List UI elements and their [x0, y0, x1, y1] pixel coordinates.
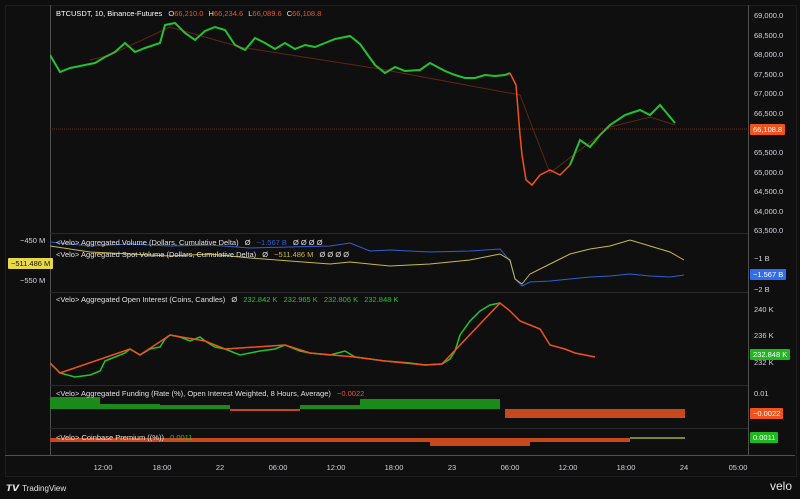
funding-pane[interactable]: <Velo> Aggregated Funding (Rate (%), Ope…: [50, 385, 748, 429]
oi-legend-flag: Ø: [231, 295, 238, 304]
time-tick: 12:00: [326, 463, 346, 472]
open-interest-pane[interactable]: <Velo> Aggregated Open Interest (Coins, …: [50, 291, 748, 386]
price-tick: 67,500.0: [754, 70, 784, 79]
coinbase-bars: [50, 437, 685, 446]
oi-tick: 232 K: [754, 358, 774, 367]
spot-volume-legend-extra: Ø Ø Ø Ø: [319, 250, 350, 259]
price-tick: 63,500.0: [754, 226, 784, 235]
funding-legend-title: <Velo> Aggregated Funding (Rate (%), Ope…: [56, 389, 331, 398]
spot-volume-legend: <Velo> Aggregated Spot Volume (Dollars, …: [56, 250, 349, 259]
coinbase-legend: <Velo> Coinbase Premium ((%)) 0.0011: [56, 433, 192, 442]
chart-frame: [5, 5, 797, 477]
right-price-scale[interactable]: [748, 5, 800, 455]
oi-legend: <Velo> Aggregated Open Interest (Coins, …: [56, 295, 398, 304]
funding-tag: −0.0022: [750, 408, 784, 419]
price-tick: 69,000.0: [754, 11, 784, 20]
spot-volume-legend-title: <Velo> Aggregated Spot Volume (Dollars, …: [56, 250, 257, 259]
coinbase-premium-pane[interactable]: <Velo> Coinbase Premium ((%)) 0.0011: [50, 428, 748, 455]
volume-legend-value: −1.567 B: [256, 238, 287, 247]
low-value: 66,089.6: [252, 9, 282, 18]
funding-legend: <Velo> Aggregated Funding (Rate (%), Ope…: [56, 389, 364, 398]
volume-legend-flag: Ø: [244, 238, 251, 247]
tradingview-label: TradingView: [22, 484, 67, 493]
time-tick: 06:00: [268, 463, 288, 472]
spot-volume-legend-value: −511.486 M: [274, 250, 314, 259]
volume-legend-title: <Velo> Aggregated Volume (Dollars, Cumul…: [56, 238, 239, 247]
oi-low: 232.806 K: [323, 295, 359, 304]
price-tick: 64,500.0: [754, 187, 784, 196]
high-value: 66,234.6: [213, 9, 244, 18]
volume-tag: −1.567 B: [750, 269, 787, 280]
open-value: 66,210.0: [174, 9, 204, 18]
price-tick: 65,000.0: [754, 168, 784, 177]
volume-pane[interactable]: <Velo> Aggregated Volume (Dollars, Cumul…: [50, 233, 748, 293]
time-tick: 23: [447, 463, 457, 472]
left-price-scale[interactable]: [5, 5, 51, 455]
oi-legend-title: <Velo> Aggregated Open Interest (Coins, …: [56, 295, 226, 304]
spot-volume-tag: −511.486 M: [8, 258, 54, 269]
coinbase-tag: 0.0011: [750, 432, 779, 443]
price-tick: 67,000.0: [754, 89, 784, 98]
left-vol-tick: −550 M: [20, 276, 46, 285]
time-tick: 12:00: [558, 463, 578, 472]
low-label: L: [248, 9, 253, 18]
price-tick: 65,500.0: [754, 148, 784, 157]
open-label: O: [168, 9, 175, 18]
time-tick: 18:00: [152, 463, 172, 472]
funding-bars: [50, 397, 685, 418]
volume-lines: [50, 239, 685, 287]
symbol-legend: BTCUSDT, 10, Binance-Futures O66,210.0 H…: [56, 9, 321, 18]
price-candles: [50, 21, 748, 187]
oi-open: 232.842 K: [243, 295, 278, 304]
oi-tag: 232.848 K: [750, 349, 791, 360]
price-tick: 68,000.0: [754, 50, 784, 59]
time-tick: 18:00: [384, 463, 404, 472]
main-price-pane[interactable]: BTCUSDT, 10, Binance-Futures O66,210.0 H…: [50, 5, 748, 234]
close-value: 66,108.8: [292, 9, 322, 18]
close-label: C: [286, 9, 293, 18]
tradingview-icon: 𝙏𝙑: [6, 483, 20, 493]
tradingview-logo[interactable]: 𝙏𝙑 TradingView: [6, 483, 66, 494]
oi-tick: 236 K: [754, 331, 774, 340]
high-label: H: [208, 9, 214, 18]
spot-volume-legend-flag: Ø: [262, 250, 269, 259]
price-tick: 66,500.0: [754, 109, 784, 118]
left-vol-tick: −450 M: [20, 236, 46, 245]
coinbase-legend-value: 0.0011: [170, 433, 193, 442]
symbol-title: BTCUSDT, 10, Binance-Futures: [56, 9, 163, 18]
time-tick: 06:00: [500, 463, 520, 472]
last-price-tag: 66,108.8: [750, 124, 786, 135]
time-tick: 05:00: [728, 463, 748, 472]
oi-close: 232.848 K: [364, 295, 399, 304]
oi-candles: [50, 301, 596, 378]
time-tick: 12:00: [93, 463, 113, 472]
oi-high: 232.965 K: [283, 295, 318, 304]
funding-tick: 0.01: [754, 389, 769, 398]
right-vol-tick: −1 B: [754, 254, 770, 263]
price-tick: 68,500.0: [754, 31, 784, 40]
volume-legend: <Velo> Aggregated Volume (Dollars, Cumul…: [56, 238, 323, 247]
velo-logo: velo: [769, 479, 792, 493]
time-tick: 22: [215, 463, 225, 472]
right-vol-tick: −2 B: [754, 285, 770, 294]
time-axis[interactable]: [5, 455, 795, 476]
time-tick: 18:00: [616, 463, 636, 472]
price-tick: 64,000.0: [754, 207, 784, 216]
coinbase-legend-title: <Velo> Coinbase Premium ((%)): [56, 433, 164, 442]
oi-tick: 240 K: [754, 305, 774, 314]
funding-legend-value: −0.0022: [336, 389, 365, 398]
time-tick: 24: [679, 463, 689, 472]
volume-legend-extra: Ø Ø Ø Ø: [292, 238, 323, 247]
